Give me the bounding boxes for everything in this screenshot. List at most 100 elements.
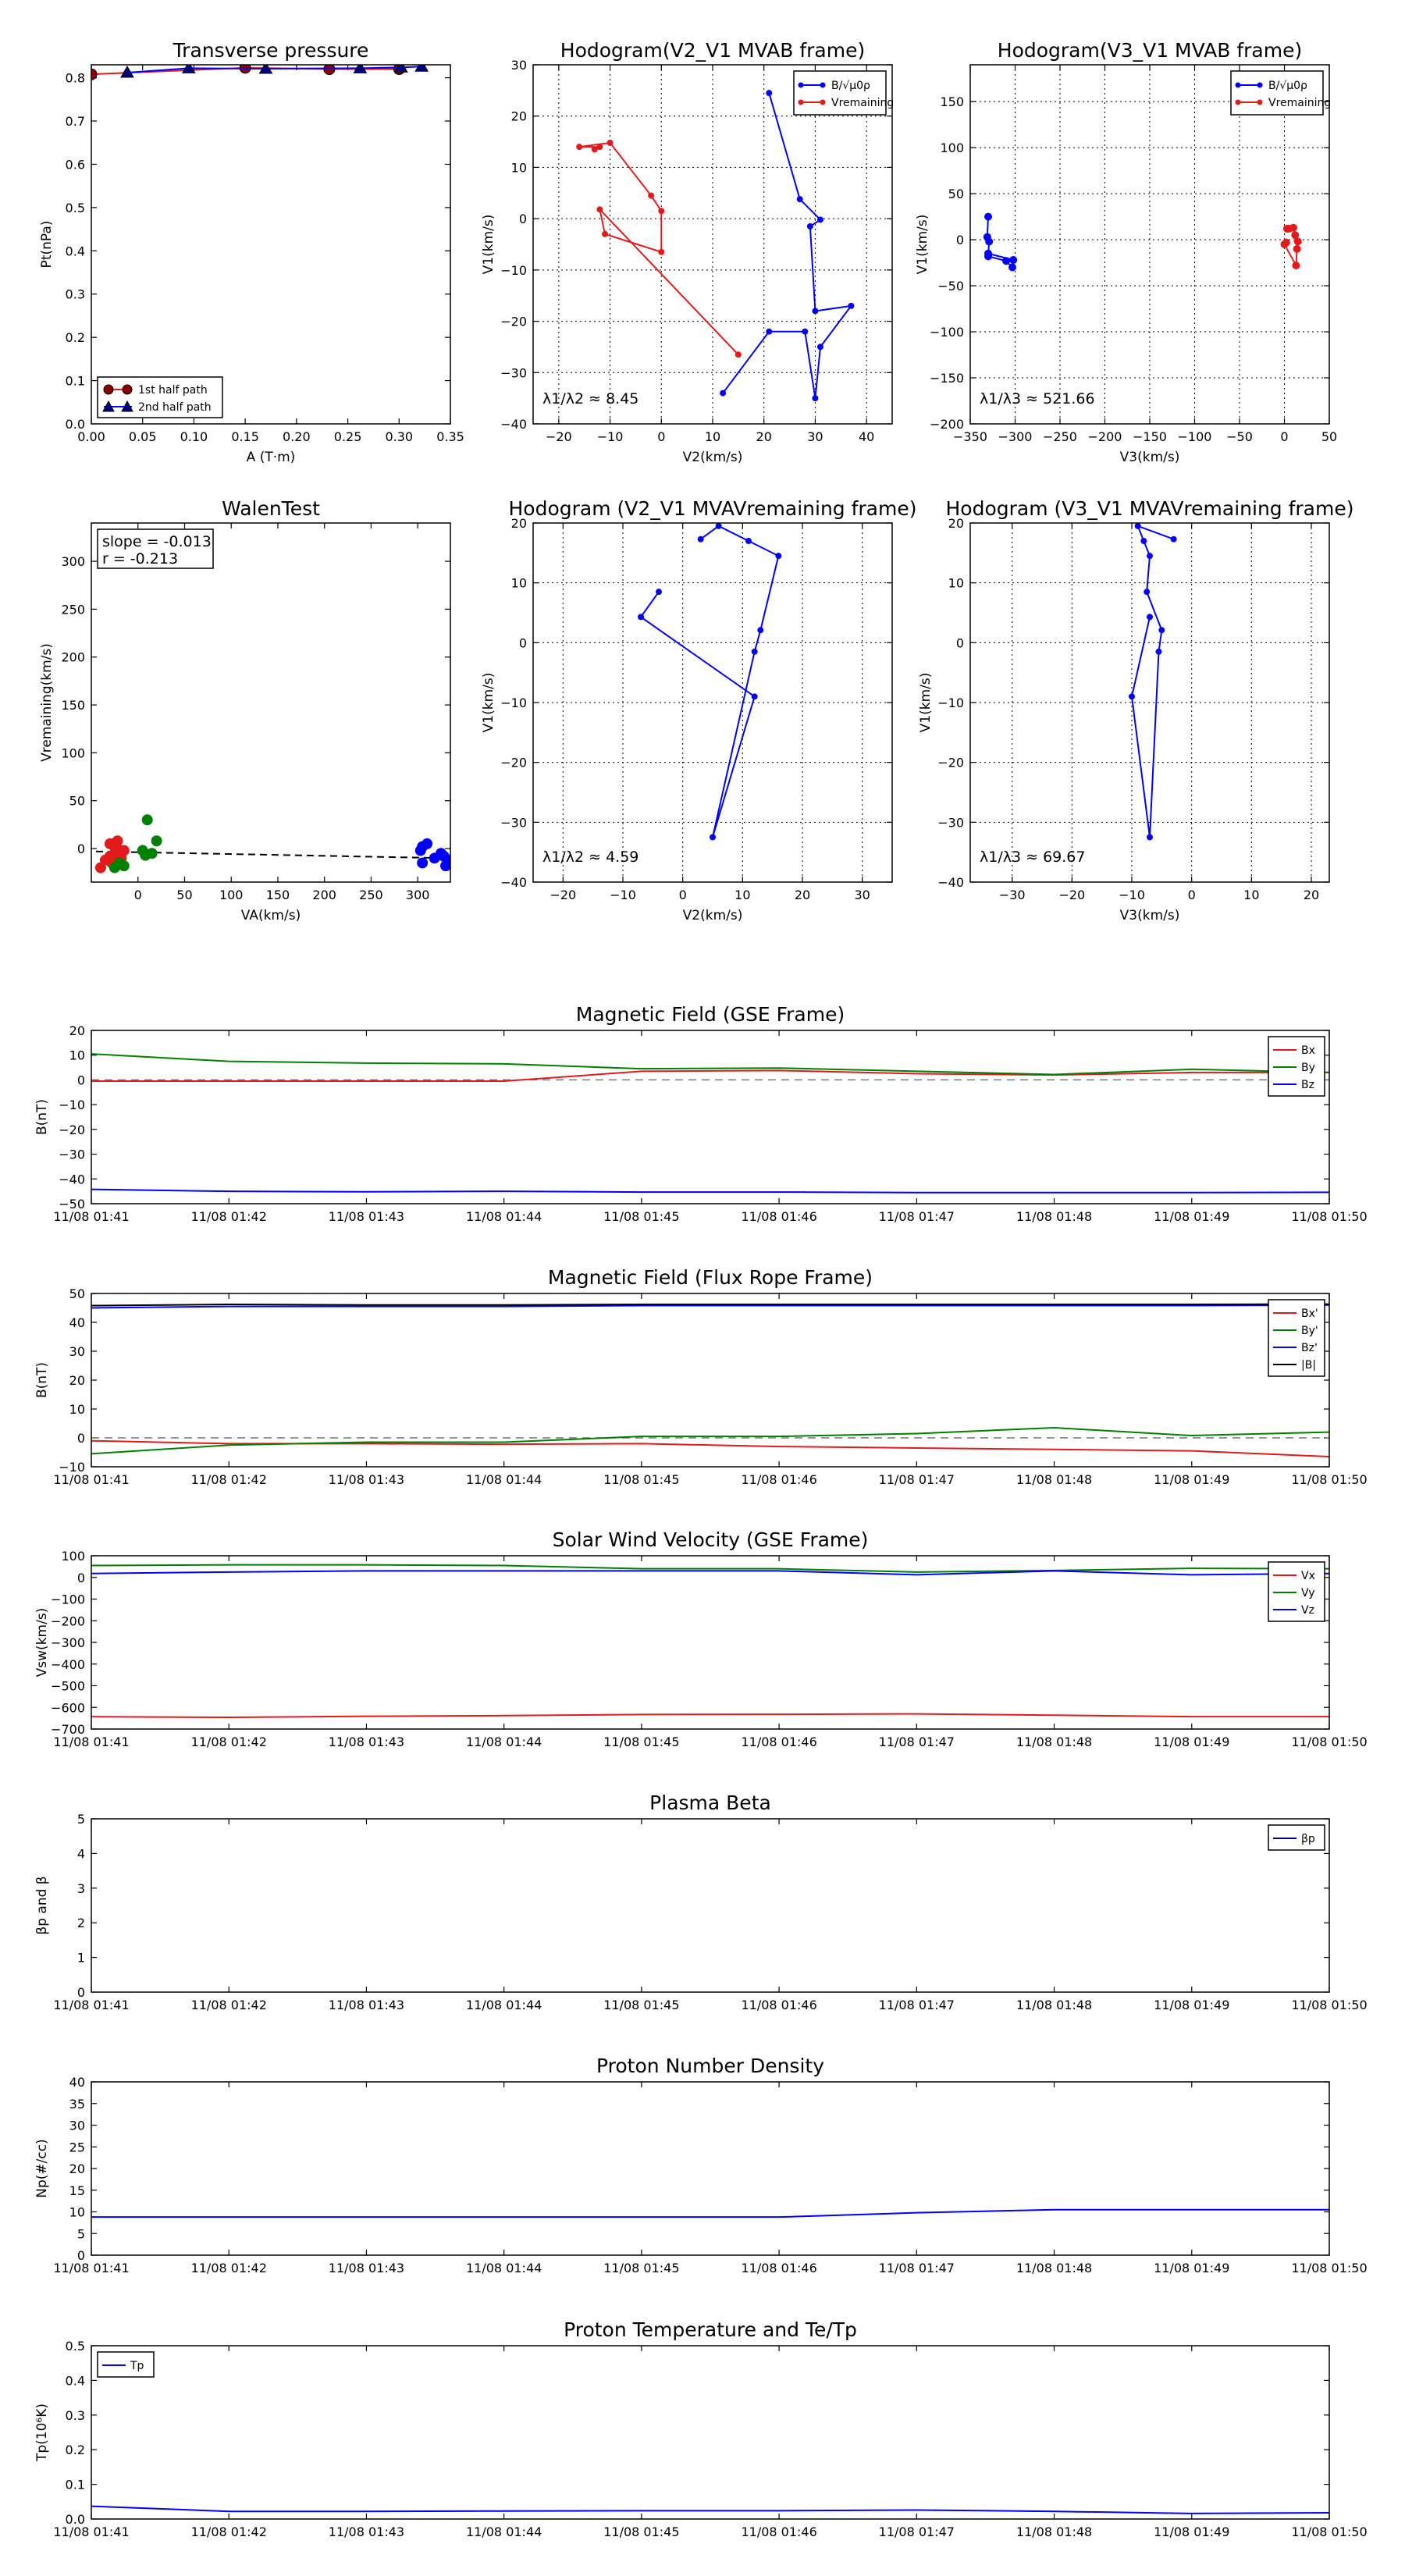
y-tick-label: 0.3 [66,287,85,302]
x-tick-label: 0.00 [77,429,105,444]
eigenvalue-ratio-annotation: λ1/λ2 ≈ 8.45 [542,390,638,407]
y-axis-label: Vsw(km/s) [34,1608,50,1678]
x-tick-label: 11/08 01:46 [741,1998,816,2012]
x-tick-label: −10 [1119,888,1145,902]
plot-area [638,523,782,841]
y-tick-label: 20 [69,1023,85,1038]
y-tick-label: 0 [77,2248,85,2263]
chart-title: Hodogram (V2_V1 MVAVremaining frame) [509,497,917,520]
panel-beta: 5 4 3 2 1 011/08 01:41 11/08 01:42 11/08 01:43 1… [34,1791,1368,2012]
y-tick-label: −500 [51,1679,85,1694]
data-point [848,302,855,309]
x-tick-label: 11/08 01:46 [741,1735,816,1749]
x-tick-label: 50 [176,888,192,902]
legend-marker [820,99,826,105]
data-point [757,627,764,634]
stat-line: r = -0.213 [102,550,178,568]
y-tick-label: −10 [937,696,964,710]
x-tick-label: 11/08 01:50 [1291,2524,1367,2539]
y-tick-label: 35 [69,2097,85,2112]
series-line-0 [1130,525,1175,838]
y-tick-label: −40 [500,417,527,432]
series-line-By' [91,1427,1330,1455]
y-tick-label: 1 [77,1951,85,1966]
x-tick-label: −150 [1133,429,1167,444]
x-tick-label: 11/08 01:50 [1291,2261,1367,2275]
x-tick-label: 11/08 01:43 [329,2524,404,2539]
x-tick-label: −20 [550,888,576,902]
legend-label: Vy [1301,1587,1315,1599]
y-tick-label: 0.2 [66,2443,85,2457]
data-point [414,65,429,72]
data-point [1291,231,1300,240]
x-tick-label: 0 [679,888,687,902]
series-line-Bx' [91,1439,1330,1458]
y-tick-label: 40 [69,1315,85,1330]
y-axis-label: V1(km/s) [915,215,930,275]
chart-title: Hodogram(V3_V1 MVAB frame) [998,39,1302,62]
x-tick-label: 0 [1280,429,1288,444]
series-line-|B| [91,1303,1330,1307]
y-tick-label: −30 [937,815,964,830]
data-point [1129,693,1135,700]
x-tick-label: 30 [854,888,870,902]
x-tick-label: 11/08 01:47 [879,1209,955,1224]
x-tick-label: 11/08 01:50 [1291,1472,1367,1487]
x-tick-label: 20 [756,429,772,444]
y-tick-label: 0.6 [66,157,85,172]
x-axis-label: A (T·m) [247,450,296,465]
x-tick-label: 11/08 01:46 [741,1209,816,1224]
x-tick-label: 11/08 01:49 [1154,2524,1229,2539]
data-point [118,845,130,856]
chart-title: Magnetic Field (Flux Rope Frame) [548,1266,873,1289]
legend [1268,1824,1325,1851]
legend-marker [102,400,115,412]
chart-title: Plasma Beta [649,1791,771,1814]
x-tick-label: 11/08 01:49 [1154,2261,1229,2275]
series-line-Bz [91,1188,1330,1194]
axes-frame [91,1818,1330,1993]
x-tick-label: 11/08 01:49 [1154,1735,1229,1749]
y-tick-label: 20 [69,1373,85,1388]
y-tick-label: −10 [500,696,527,710]
data-point [120,65,134,78]
legend-marker [1235,82,1241,88]
data-point [817,216,823,223]
x-tick-label: −30 [999,888,1026,902]
y-tick-label: 0.5 [66,2339,85,2354]
y-axis-label: B(nT) [34,1099,50,1135]
data-point [438,850,450,862]
x-tick-label: 11/08 01:43 [329,2261,404,2275]
data-point [710,834,716,841]
x-tick-label: 11/08 01:48 [1016,1209,1092,1224]
data-point [1293,244,1301,253]
data-point [1134,523,1141,529]
data-point [766,90,773,97]
y-tick-label: −10 [59,1460,85,1475]
panel-transverse: 0.00 0.05 0.10 0.15 0.20 0.25 0.30 0.35 0.0 0.1 0.… [39,39,464,465]
x-tick-label: 11/08 01:44 [466,1735,542,1749]
legend-marker [820,82,826,88]
panel-np: 40 35 30 25 20 15 10 5 011/08 01:41 11/08 01:42 11… [34,2055,1368,2275]
series-line-Tp [91,2505,1330,2514]
x-tick-label: 0 [1188,888,1196,902]
y-tick-label: 0 [956,635,964,650]
data-point [1158,627,1165,634]
data-point [1147,834,1153,841]
x-tick-label: 300 [406,888,430,902]
y-tick-label: −600 [51,1700,85,1715]
data-point [91,68,98,80]
y-tick-label: −30 [500,365,527,380]
data-point [775,553,782,560]
y-tick-label: 0.7 [66,114,85,129]
data-point [745,538,752,544]
x-tick-label: 0.25 [334,429,362,444]
y-tick-label: 20 [69,2161,85,2176]
x-tick-label: 0 [134,888,142,902]
axes-frame [532,522,893,883]
y-axis-label: Pt(nPa) [39,221,55,269]
data-point [591,146,598,153]
series-line-0 [722,92,853,399]
stat-line: slope = -0.013 [102,533,212,550]
